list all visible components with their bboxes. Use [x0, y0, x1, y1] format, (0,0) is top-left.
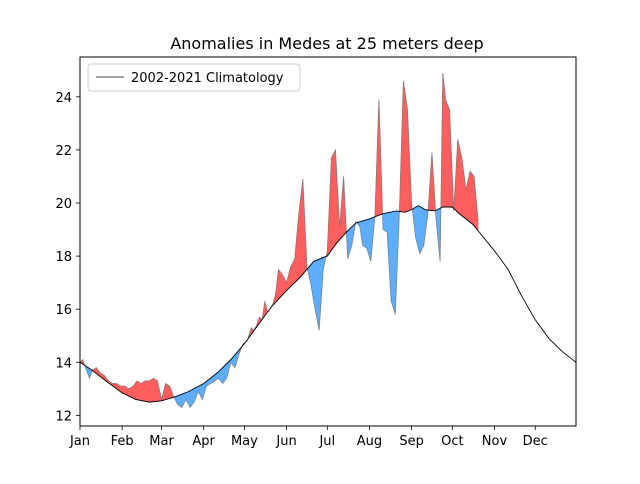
x-tick-label-jan: Jan	[69, 434, 90, 449]
x-tick-label-jul: Jul	[318, 434, 335, 449]
y-tick-label-18: 18	[55, 250, 72, 265]
x-tick-label-feb: Feb	[111, 434, 134, 449]
y-tick-label-20: 20	[55, 197, 72, 212]
x-tick-label-apr: Apr	[192, 434, 215, 449]
x-tick-label-dec: Dec	[523, 434, 548, 449]
x-tick-label-sep: Sep	[399, 434, 424, 449]
legend-label: 2002-2021 Climatology	[131, 71, 284, 86]
x-tick-label-mar: Mar	[149, 434, 174, 449]
x-tick-label-nov: Nov	[482, 434, 508, 449]
y-tick-label-24: 24	[55, 91, 72, 106]
y-tick-label-16: 16	[55, 303, 72, 318]
x-tick-label-jun: Jun	[275, 434, 296, 449]
chart-title: Anomalies in Medes at 25 meters deep	[170, 34, 483, 53]
y-tick-label-14: 14	[55, 356, 72, 371]
x-tick-label-oct: Oct	[441, 434, 463, 449]
plot-area	[80, 57, 576, 426]
x-tick-label-may: May	[231, 434, 258, 449]
y-tick-label-22: 22	[55, 144, 72, 159]
x-tick-label-aug: Aug	[357, 434, 382, 449]
legend: 2002-2021 Climatology	[88, 64, 300, 91]
y-tick-label-12: 12	[55, 409, 72, 424]
